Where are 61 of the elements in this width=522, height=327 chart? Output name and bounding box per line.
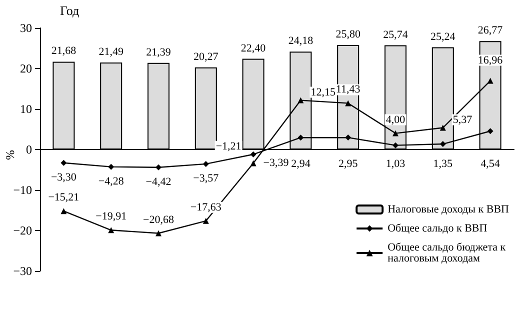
- data-label: 25,74: [383, 28, 408, 41]
- y-axis-title: %: [3, 150, 17, 160]
- data-label: 11,43: [336, 84, 361, 96]
- point: [156, 164, 162, 170]
- data-label: 22,40: [240, 42, 266, 54]
- data-label: 25,24: [430, 30, 456, 43]
- data-label: 2,95: [338, 158, 358, 170]
- data-label: −3,57: [193, 172, 220, 184]
- point: [108, 227, 114, 234]
- y-tick-label: −20: [13, 224, 32, 238]
- point: [250, 151, 256, 158]
- data-label: −17,63: [190, 201, 222, 214]
- point: [392, 130, 398, 136]
- point: [298, 134, 304, 141]
- y-tick-label: −30: [13, 264, 32, 278]
- point: [250, 160, 256, 166]
- point: [60, 160, 67, 166]
- data-label: 21,49: [98, 46, 124, 58]
- x-axis-title: Год: [60, 3, 80, 18]
- point: [392, 142, 398, 148]
- data-label: −20,68: [143, 214, 174, 226]
- data-label: 5,37: [452, 114, 473, 126]
- data-label: −4,42: [146, 176, 172, 188]
- y-tick-label: 20: [20, 62, 32, 76]
- data-label: 1,35: [433, 158, 454, 170]
- point: [487, 78, 494, 84]
- point: [345, 134, 352, 141]
- data-label: −3,30: [50, 171, 77, 184]
- data-label: −15,21: [48, 192, 80, 204]
- data-label: −1,21: [216, 140, 242, 152]
- point: [487, 128, 494, 134]
- point: [440, 124, 446, 131]
- data-label: 2,94: [291, 158, 311, 170]
- data-label: 16,96: [478, 54, 504, 66]
- point: [298, 97, 304, 104]
- data-label: 4,00: [386, 114, 406, 126]
- point: [202, 160, 209, 167]
- data-label: −3,39: [263, 157, 290, 170]
- data-label: 21,68: [51, 45, 77, 58]
- data-label: 20,27: [194, 50, 219, 63]
- y-tick-label: 10: [20, 102, 32, 116]
- data-label: 25,80: [336, 28, 361, 41]
- data-label: 26,77: [478, 24, 504, 37]
- data-label: 1,03: [386, 158, 406, 170]
- point: [345, 100, 352, 106]
- legend-label: Общее сальдо к ВВП: [388, 222, 488, 234]
- legend-label: Общее сальдо бюджета к налоговым доходам: [388, 242, 506, 264]
- point: [60, 208, 67, 214]
- point: [202, 218, 209, 224]
- point: [108, 164, 114, 170]
- y-tick-label: 0: [26, 142, 32, 156]
- y-tick-label: −10: [13, 183, 32, 197]
- point: [156, 230, 162, 236]
- data-label: 21,39: [146, 46, 172, 58]
- y-tick-label: 30: [20, 21, 32, 35]
- legend-label: Налоговые доходы к ВВП: [388, 204, 510, 216]
- data-label: 4,54: [480, 158, 500, 170]
- data-label: −4,28: [98, 175, 124, 188]
- data-label: 24,18: [288, 35, 314, 48]
- data-label: 12,15: [310, 86, 336, 98]
- data-label: −19,91: [96, 210, 127, 223]
